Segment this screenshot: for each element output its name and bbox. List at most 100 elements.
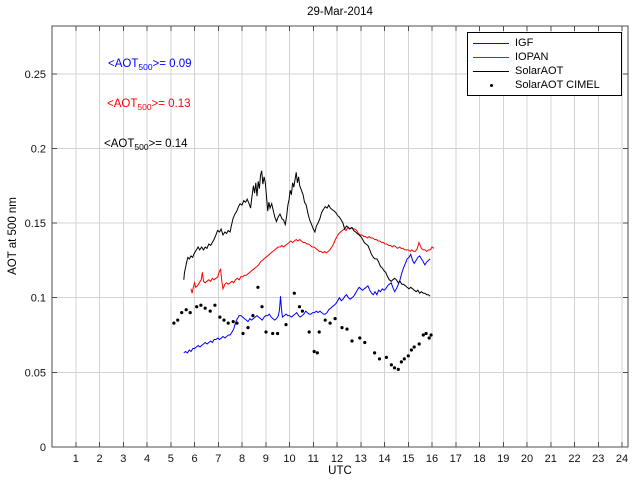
series-solaraot-cimel-point <box>406 354 410 358</box>
series-igf-line <box>183 253 431 354</box>
series-solaraot-cimel-point <box>417 342 421 346</box>
legend-label: SolarAOT <box>515 65 564 77</box>
x-tick-label: 24 <box>616 453 628 465</box>
series-solaraot-cimel-point <box>373 351 377 355</box>
series-solaraot-cimel-point <box>208 309 212 313</box>
series-solaraot-cimel-point <box>222 318 226 322</box>
legend-line-sample <box>473 42 509 44</box>
x-tick-label: 22 <box>568 453 580 465</box>
x-tick-label: 1 <box>73 453 79 465</box>
x-tick-label: 21 <box>545 453 557 465</box>
x-tick-label: 12 <box>331 453 343 465</box>
series-solaraot-cimel-point <box>284 323 288 327</box>
x-tick-label: 11 <box>308 453 319 465</box>
legend: IGF IOPAN SolarAOT SolarAOT CIMEL <box>467 32 622 96</box>
series-solaraot-cimel-point <box>241 331 245 336</box>
annotation-subscript: 500 <box>138 62 153 72</box>
series-solaraot-cimel-point <box>424 331 428 336</box>
x-tick-label: 9 <box>263 453 269 465</box>
y-tick-label: 0.1 <box>31 293 46 305</box>
series-solaraot-cimel-point <box>256 285 260 289</box>
legend-swatch <box>473 78 509 92</box>
y-tick-label: 0.05 <box>25 367 46 379</box>
x-tick-label: 15 <box>402 453 414 465</box>
series-iopan-line <box>190 226 435 294</box>
annotation-subscript: 500 <box>137 102 152 112</box>
series-solaraot-cimel-point <box>402 357 406 361</box>
series-solaraot-cimel-point <box>392 366 397 370</box>
series-solaraot-cimel-point <box>251 314 255 318</box>
series-solaraot-cimel-point <box>188 311 192 315</box>
legend-entry-solaraot-cimel: SolarAOT CIMEL <box>468 78 621 92</box>
series-solaraot-cimel-point <box>235 321 239 325</box>
series-solaraot-cimel-point <box>333 317 337 321</box>
series-solaraot-cimel-point <box>317 330 321 334</box>
series-solaraot-cimel-point <box>384 355 388 359</box>
y-tick-label: 0.25 <box>25 69 46 81</box>
series-solaraot-cimel-point <box>172 321 176 325</box>
annotation-subscript: 500 <box>134 142 149 152</box>
series-solaraot-cimel-point <box>292 291 296 295</box>
chart-title: 29-Mar-2014 <box>307 6 373 18</box>
series-solaraot-cimel-point <box>195 305 199 309</box>
annotation-prefix: <AOT <box>108 58 139 70</box>
y-tick-label: 0.15 <box>25 218 46 230</box>
series-solaraot-cimel-point <box>429 333 433 337</box>
series-solaraot-cimel-point <box>226 321 230 325</box>
series-solaraot-cimel-point <box>199 303 203 307</box>
legend-entry-solaraot: SolarAOT <box>468 64 621 78</box>
series-solaraot-cimel-point <box>345 327 349 331</box>
series-solaraot-cimel-point <box>412 345 416 349</box>
legend-label: IOPAN <box>515 51 549 63</box>
annotation-prefix: <AOT <box>104 138 135 150</box>
x-tick-label: 23 <box>592 453 604 465</box>
series-solaraot-cimel-point <box>307 330 311 334</box>
legend-swatch <box>473 64 509 78</box>
annotation-prefix: <AOT <box>107 98 138 110</box>
mean-aot-annotation-solaraot: <AOT500>= 0.14 <box>104 138 188 152</box>
x-tick-label: 8 <box>239 453 245 465</box>
series-solaraot-cimel-point <box>421 333 425 337</box>
legend-label: IGF <box>515 37 534 49</box>
legend-dot-marker <box>489 83 493 87</box>
y-axis-label: AOT at 500 nm <box>7 197 19 275</box>
legend-line-sample <box>473 56 509 58</box>
series-solaraot-cimel-point <box>389 363 393 367</box>
series-solaraot-cimel-point <box>363 340 367 345</box>
annotation-value: >= 0.13 <box>151 98 191 110</box>
series-solaraot-cimel-point <box>328 321 332 325</box>
series-solaraot-cimel-point <box>246 326 250 330</box>
series-solaraot-cimel-point <box>297 305 302 309</box>
series-solaraot-cimel-point <box>203 306 207 310</box>
series-solaraot-cimel-point <box>213 303 217 307</box>
legend-entry-igf: IGF <box>468 36 621 50</box>
x-tick-label: 19 <box>497 453 509 465</box>
series-solaraot-cimel-point <box>276 331 280 336</box>
series-solaraot-cimel-point <box>180 311 184 315</box>
x-tick-label: 17 <box>450 453 462 465</box>
x-tick-label: 16 <box>426 453 438 465</box>
annotation-value: >= 0.14 <box>148 138 188 150</box>
legend-swatch <box>473 50 509 64</box>
series-solaraot-cimel-point <box>399 360 403 364</box>
series-solaraot-cimel-point <box>409 348 413 352</box>
x-tick-label: 18 <box>473 453 485 465</box>
series-solaraot-cimel-point <box>427 336 431 340</box>
axis-box <box>51 25 629 448</box>
x-axis-label: UTC <box>328 465 352 477</box>
series-solaraot-cimel-point <box>260 305 264 309</box>
x-tick-label: 3 <box>120 453 126 465</box>
series-solaraot-cimel-point <box>300 309 304 313</box>
series-solaraot-cimel-point <box>271 331 275 336</box>
legend-line-sample <box>473 70 509 72</box>
x-tick-label: 10 <box>283 453 295 465</box>
annotation-value: >= 0.09 <box>152 58 192 70</box>
series-solaraot-cimel-point <box>396 367 400 371</box>
series-solaraot-cimel-point <box>350 339 354 343</box>
series-solaraot-cimel-point <box>231 320 235 324</box>
x-tick-label: 6 <box>191 453 197 465</box>
x-tick-label: 5 <box>168 453 174 465</box>
series-solaraot-cimel-point <box>264 330 268 334</box>
